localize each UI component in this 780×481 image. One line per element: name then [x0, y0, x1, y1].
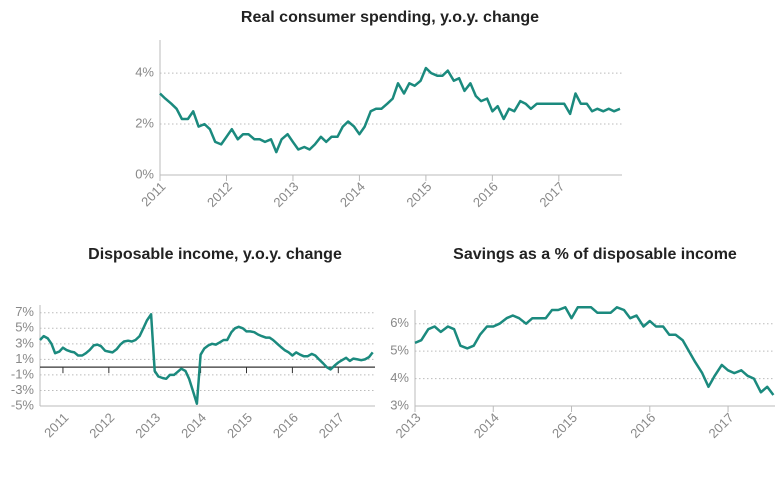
- y-tick-label: 4%: [390, 370, 409, 385]
- x-tick-label: 2011: [41, 410, 71, 440]
- data-line: [39, 313, 374, 405]
- data-line: [414, 306, 775, 396]
- chart-title: Savings as a % of disposable income: [453, 246, 737, 263]
- x-tick-label: 2013: [270, 179, 301, 210]
- x-tick-label: 2012: [86, 410, 117, 441]
- x-tick-label: 2016: [627, 410, 658, 441]
- x-tick-label: 2015: [224, 410, 255, 441]
- y-tick-label: -1%: [11, 366, 35, 381]
- y-tick-label: 2%: [135, 115, 154, 130]
- y-tick-label: -5%: [11, 397, 35, 412]
- x-tick-label: 2013: [392, 410, 423, 441]
- x-tick-label: 2013: [132, 410, 163, 441]
- x-tick-label: 2011: [138, 179, 168, 209]
- x-tick-label: 2017: [536, 179, 567, 210]
- chart: Real consumer spending, y.o.y. change0%2…: [135, 9, 622, 210]
- x-tick-label: 2016: [470, 179, 501, 210]
- y-tick-label: 3%: [390, 397, 409, 412]
- x-tick-label: 2015: [549, 410, 580, 441]
- chart: Savings as a % of disposable income 3% 4% 5…: [390, 246, 775, 441]
- x-tick-label: 2012: [204, 179, 235, 210]
- x-tick-label: 2014: [337, 179, 368, 210]
- y-tick-label: 0%: [135, 166, 154, 181]
- y-tick-label: 6%: [390, 315, 409, 330]
- x-tick-label: 2016: [270, 410, 301, 441]
- y-tick-label: 4%: [135, 65, 154, 80]
- x-tick-label: 2017: [316, 410, 347, 441]
- x-tick-label: 2017: [706, 410, 737, 441]
- y-tick-label: 1%: [15, 351, 34, 366]
- y-tick-label: 7%: [15, 304, 34, 319]
- y-tick-label: 5%: [15, 320, 34, 335]
- x-tick-label: 2014: [471, 410, 502, 441]
- chart-title: Disposable income, y.o.y. change: [88, 246, 342, 263]
- chart-title: Real consumer spending, y.o.y. change: [241, 9, 539, 26]
- data-line: [159, 66, 621, 154]
- x-tick-label: 2015: [403, 179, 434, 210]
- chart: Disposable income, y.o.y. change -5%-3%-1…: [11, 246, 375, 441]
- y-tick-label: 3%: [15, 335, 34, 350]
- x-tick-label: 2014: [178, 410, 209, 441]
- y-tick-label: -3%: [11, 382, 35, 397]
- y-tick-label: 5%: [390, 343, 409, 358]
